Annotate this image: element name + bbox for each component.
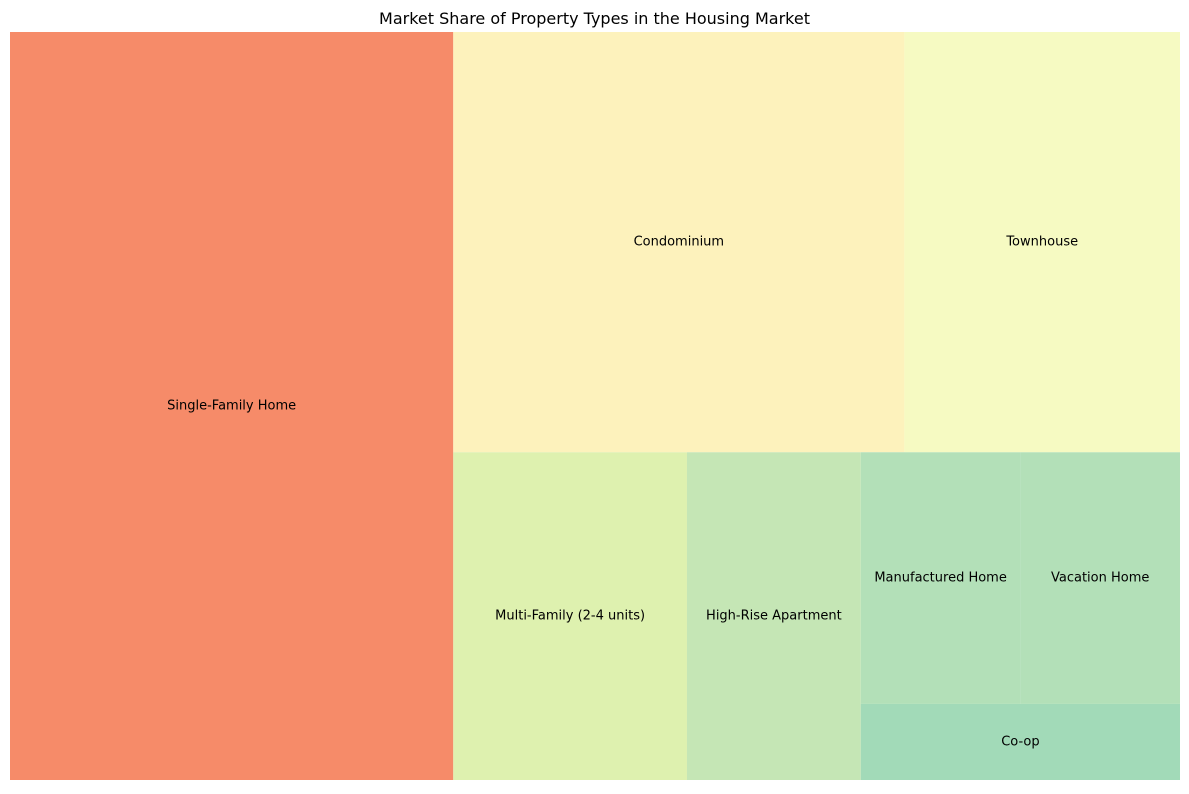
tile-vacation-home (1020, 452, 1180, 704)
tile-label-townhouse: Townhouse (1005, 235, 1078, 250)
tile-condominium (453, 32, 905, 453)
tile-manufactured-home (860, 452, 1021, 704)
tile-label-high-rise-apartment: High-Rise Apartment (706, 609, 842, 624)
chart-title: Market Share of Property Types in the Ho… (379, 9, 810, 28)
tile-co-op (860, 703, 1180, 780)
tile-label-multi-family-2-4-units: Multi-Family (2-4 units) (495, 609, 645, 624)
tile-multi-family-2-4-units (453, 452, 687, 780)
tile-single-family-home (10, 32, 454, 780)
tile-label-manufactured-home: Manufactured Home (874, 571, 1007, 586)
tile-townhouse (904, 32, 1180, 453)
tile-high-rise-apartment (686, 452, 861, 780)
treemap-tiles: Single-Family Home Condominium Townhouse Mu… (10, 32, 1180, 780)
tile-label-single-family-home: Single-Family Home (167, 399, 296, 414)
tile-label-condominium: Condominium (634, 235, 725, 250)
tile-label-vacation-home: Vacation Home (1051, 571, 1149, 586)
tile-label-co-op: Co-op (1001, 734, 1039, 749)
